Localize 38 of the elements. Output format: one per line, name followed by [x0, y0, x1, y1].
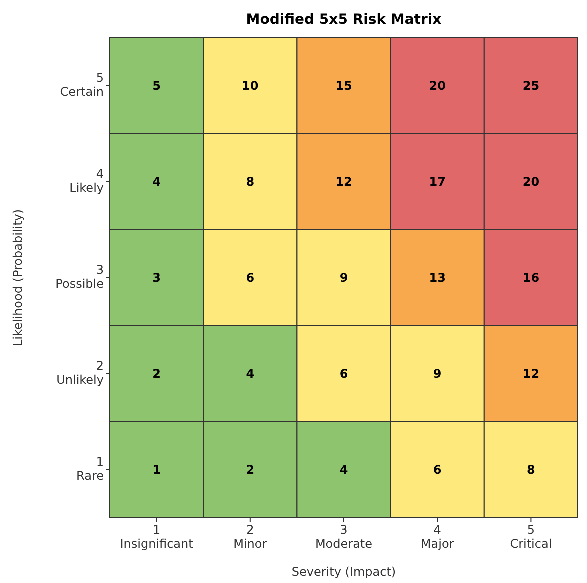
- data-label: 13: [429, 271, 446, 285]
- data-label: 2: [152, 367, 161, 381]
- y-tick-label: 3 Possible: [56, 263, 104, 291]
- data-label: 4: [246, 367, 255, 381]
- data-label: 3: [152, 271, 161, 285]
- x-tick-label: 4 Major: [420, 523, 454, 551]
- data-label: 8: [527, 463, 536, 477]
- y-tick-label: 1 Rare: [76, 455, 104, 483]
- chart-title: Modified 5x5 Risk Matrix: [246, 12, 442, 28]
- y-axis-title: Likelihood (Probability): [11, 209, 25, 347]
- data-label: 6: [340, 367, 348, 381]
- x-tick-label: 1 Insignificant: [120, 523, 194, 551]
- data-label: 16: [522, 271, 540, 285]
- x-tick-label: 5 Critical: [510, 523, 552, 551]
- data-label: 5: [152, 79, 161, 93]
- data-label: 1: [152, 463, 161, 477]
- x-tick-label: 2 Minor: [234, 523, 268, 551]
- data-label: 20: [429, 79, 446, 93]
- data-label: 25: [522, 79, 540, 93]
- data-label: 9: [433, 367, 442, 381]
- data-label: 12: [336, 175, 352, 189]
- data-label: 10: [242, 79, 259, 93]
- x-tick-label: 3 Moderate: [315, 523, 373, 551]
- data-label: 12: [522, 367, 540, 381]
- data-label: 4: [340, 463, 348, 477]
- y-tick-label: 4 Likely: [70, 167, 104, 195]
- data-label: 4: [152, 175, 161, 189]
- data-label: 2: [246, 463, 255, 477]
- y-tick-label: 2 Unlikely: [56, 359, 104, 387]
- y-tick-label: 5 Certain: [60, 71, 104, 99]
- data-label: 20: [522, 175, 540, 189]
- data-label: 6: [246, 271, 255, 285]
- data-label: 17: [429, 175, 446, 189]
- data-label: 6: [433, 463, 442, 477]
- x-axis-title: Severity (Impact): [292, 565, 396, 579]
- data-label: 8: [246, 175, 255, 189]
- data-label: 15: [336, 79, 352, 93]
- data-label: 9: [340, 271, 348, 285]
